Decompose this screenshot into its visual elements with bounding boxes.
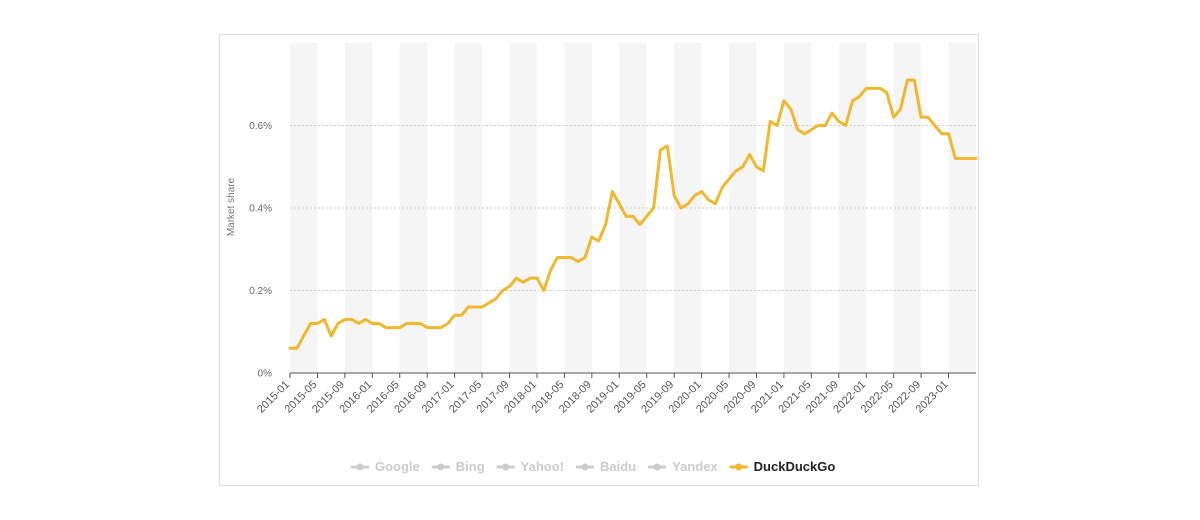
series-line-duckduckgo[interactable]	[288, 78, 978, 350]
chart-card: 0% 0.2% 0.4% 0.6% Market share 2015-01 2015-…	[219, 34, 979, 486]
y-tick-label: 0.2%	[249, 286, 272, 297]
legend-marker-icon	[356, 463, 364, 471]
legend-item-baidu[interactable]: Baidu	[576, 459, 636, 474]
legend-label: Baidu	[600, 459, 636, 474]
legend-item-yahoo[interactable]: Yahoo!	[496, 459, 564, 474]
legend: Google Bing Yahoo! Baidu Yandex DuckDuckGo	[351, 459, 835, 474]
legend-item-yandex[interactable]: Yandex	[648, 459, 718, 474]
legend-label: Google	[375, 459, 420, 474]
legend-marker-icon	[581, 463, 589, 471]
legend-marker-icon	[437, 463, 445, 471]
legend-label: Bing	[456, 459, 485, 474]
legend-marker-icon	[735, 463, 743, 471]
market-share-chart: 0% 0.2% 0.4% 0.6% Market share 2015-012015-…	[226, 43, 978, 474]
legend-item-bing[interactable]: Bing	[431, 459, 485, 474]
legend-item-duckduckgo[interactable]: DuckDuckGo	[729, 459, 836, 474]
y-axis-ticks: 0% 0.2% 0.4% 0.6%	[249, 121, 272, 380]
y-tick-label: 0%	[258, 369, 273, 380]
legend-item-google[interactable]: Google	[351, 459, 420, 474]
legend-label: DuckDuckGo	[754, 459, 836, 474]
x-axis-ticks: 2015-012015-052015-092016-012016-052016-…	[255, 373, 951, 416]
legend-marker-icon	[502, 463, 510, 471]
y-tick-label: 0.4%	[249, 204, 272, 215]
legend-label: Yandex	[672, 459, 718, 474]
legend-marker-icon	[653, 463, 661, 471]
alternating-bands	[290, 43, 976, 373]
y-axis-label: Market share	[226, 177, 237, 236]
legend-label: Yahoo!	[521, 459, 564, 474]
y-tick-label: 0.6%	[249, 121, 272, 132]
